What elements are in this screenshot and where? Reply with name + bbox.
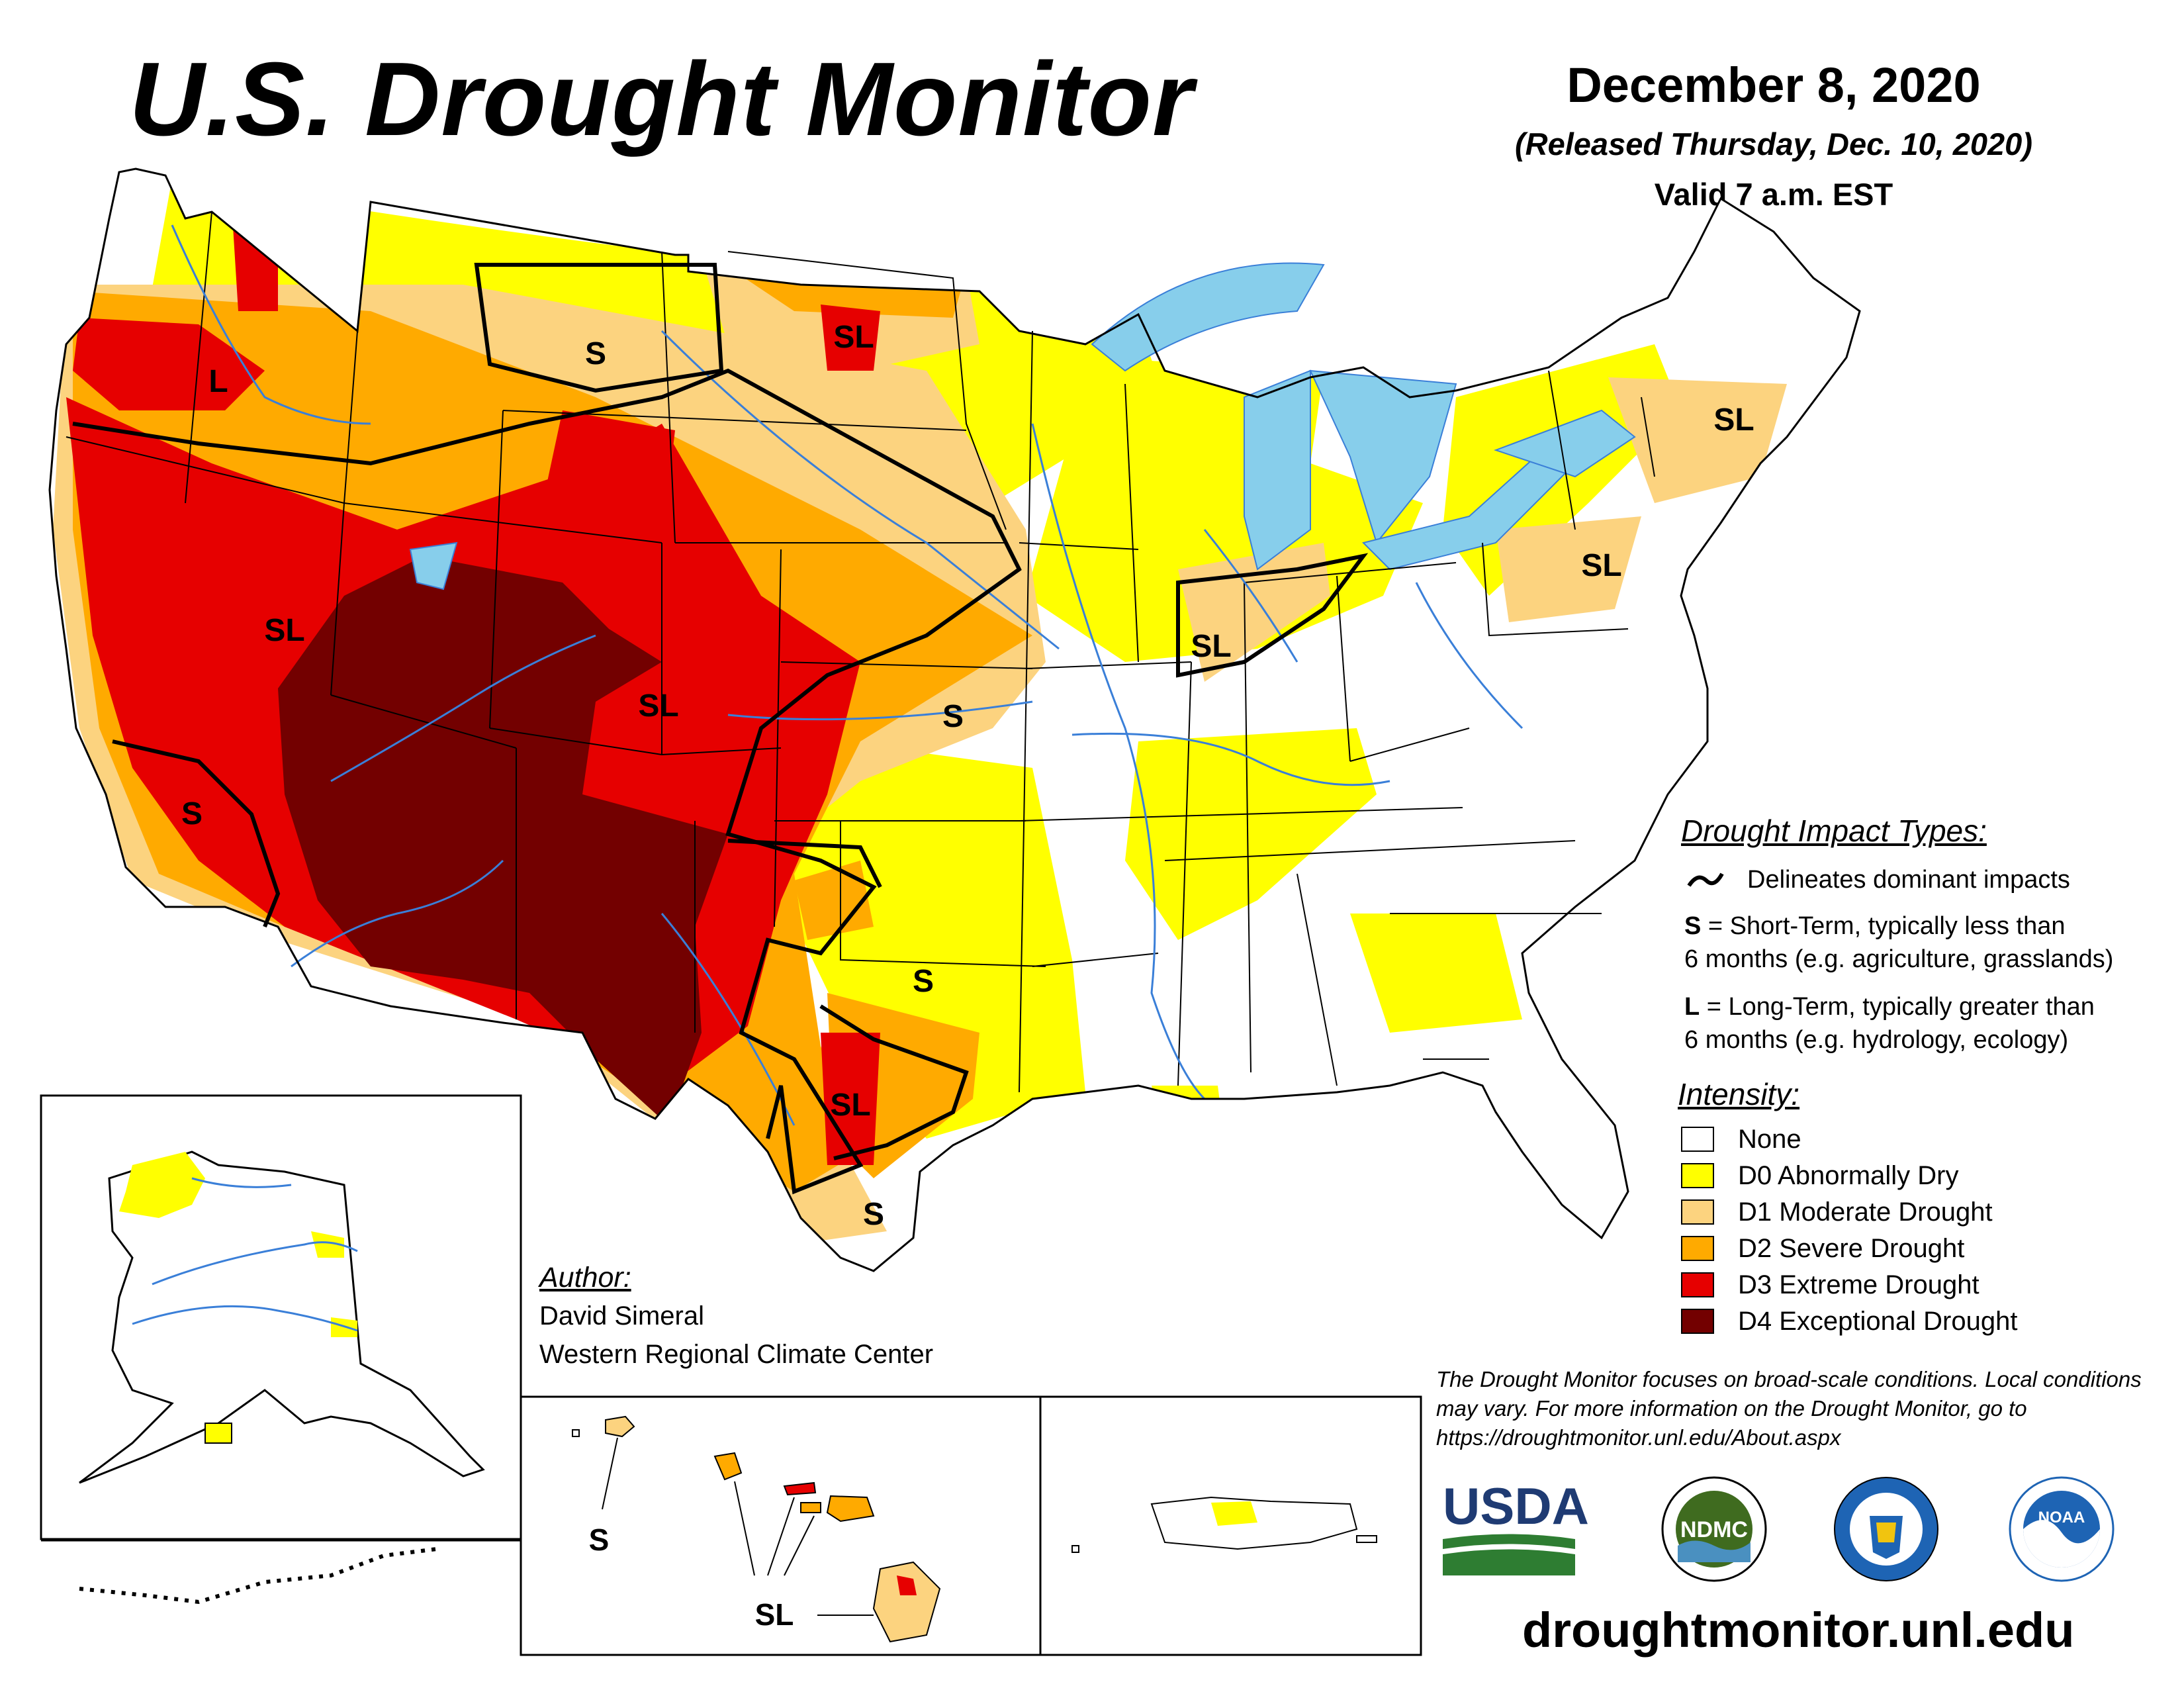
ndmc-wordmark: NDMC [1680, 1517, 1748, 1542]
alaska-inset [40, 1094, 522, 1605]
map-title: U.S. Drought Monitor [129, 41, 1194, 158]
region-label: L [208, 364, 228, 399]
short-term-sub: 6 months (e.g. agriculture, grasslands) [1684, 945, 2114, 973]
hawaii-label: SL [755, 1597, 794, 1632]
short-term-legend: S = Short-Term, typically less than [1684, 912, 2066, 941]
region-label: SL [1191, 629, 1231, 664]
legend-d3: D3 Extreme Drought [1681, 1270, 1979, 1300]
usda-logo: USDA [1443, 1477, 1589, 1575]
legend-swatch [1681, 1127, 1714, 1152]
noaa-wordmark: NOAA [2038, 1509, 2085, 1526]
legend-d1: D1 Moderate Drought [1681, 1197, 1993, 1227]
us-outline [48, 167, 1861, 1272]
author-title: Author: [539, 1262, 631, 1293]
site-url[interactable]: droughtmonitor.unl.edu [1522, 1603, 2075, 1658]
region-label: S [863, 1197, 884, 1232]
region-label: SL [1581, 548, 1621, 583]
intensity-title: Intensity: [1678, 1077, 1800, 1111]
agency-logos: USDA NDMC NOAA [1443, 1476, 2115, 1582]
legend-d0: D0 Abnormally Dry [1681, 1160, 1958, 1191]
long-term-sub: 6 months (e.g. hydrology, ecology) [1684, 1026, 2069, 1054]
rivers [171, 224, 1524, 1126]
legend-label: D1 Moderate Drought [1738, 1197, 1993, 1227]
legend-swatch [1681, 1199, 1714, 1225]
region-label: SL [830, 1088, 870, 1123]
legend-label: D2 Severe Drought [1738, 1233, 1965, 1263]
region-label: S [181, 796, 203, 831]
legend-swatch [1681, 1272, 1714, 1297]
impact-boundaries [72, 263, 1369, 1195]
region-label: S [585, 336, 606, 371]
usda-wordmark: USDA [1443, 1477, 1589, 1535]
region-label: SL [1713, 402, 1754, 438]
region-label: S [913, 964, 934, 999]
long-term-legend: L = Long-Term, typically greater than [1684, 993, 2095, 1021]
hawaii-inset: S SL [520, 1395, 1042, 1656]
short-term-text: = Short-Term, typically less than [1701, 912, 2066, 940]
puerto-rico-inset [1039, 1395, 1422, 1656]
legend-swatch [1681, 1309, 1714, 1334]
legend-label: D3 Extreme Drought [1738, 1270, 1979, 1299]
legend-none: None [1681, 1124, 1801, 1154]
release-date: (Released Thursday, Dec. 10, 2020) [1515, 126, 2032, 162]
disclaimer: The Drought Monitor focuses on broad-sca… [1436, 1367, 2142, 1450]
legend-swatch [1681, 1163, 1714, 1188]
author-name: David Simeral [539, 1301, 704, 1331]
long-term-text: = Long-Term, typically greater than [1700, 993, 2095, 1021]
legend-label: D4 Exceptional Drought [1738, 1306, 2018, 1336]
delineates-label: Delineates dominant impacts [1747, 866, 2070, 894]
region-label: SL [833, 320, 874, 355]
commerce-logo [1834, 1477, 1938, 1581]
map-date: December 8, 2020 [1567, 58, 1981, 113]
long-term-key: L [1684, 993, 1700, 1021]
noaa-logo: NOAA [2009, 1476, 2115, 1582]
region-label: SL [638, 688, 678, 724]
ndmc-logo: NDMC [1661, 1476, 1767, 1582]
state-boundaries [66, 211, 1655, 1093]
great-lakes [409, 262, 1636, 590]
region-label: S [942, 699, 964, 734]
legend-label: D0 Abnormally Dry [1738, 1160, 1959, 1190]
legend-label: None [1738, 1124, 1801, 1154]
hawaii-label: S [589, 1523, 610, 1557]
region-label: SL [264, 613, 304, 648]
legend-swatch [1681, 1236, 1714, 1261]
legend-d4: D4 Exceptional Drought [1681, 1306, 2017, 1336]
impact-types-title: Drought Impact Types: [1681, 814, 1987, 848]
short-term-key: S [1684, 912, 1702, 940]
boundary-line-sample [1687, 872, 1724, 887]
author-org: Western Regional Climate Center [539, 1340, 934, 1369]
legend-d2: D2 Severe Drought [1681, 1233, 1964, 1264]
valid-time: Valid 7 a.m. EST [1654, 177, 1893, 212]
